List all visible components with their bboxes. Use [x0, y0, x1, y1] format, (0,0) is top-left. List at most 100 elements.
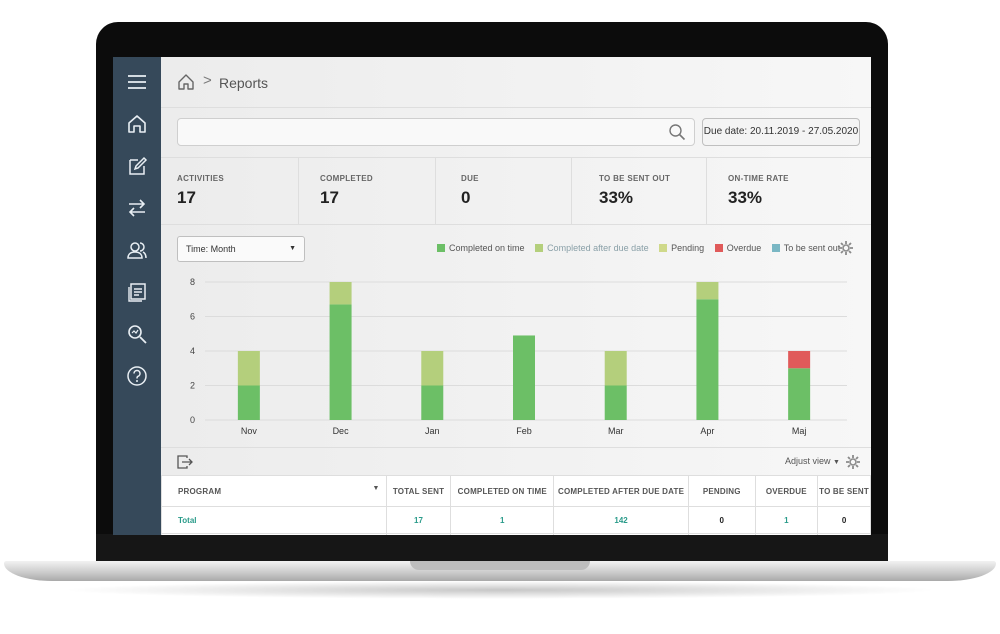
- laptop-base: [4, 561, 996, 581]
- column-header-program[interactable]: PROGRAM ▼: [161, 475, 387, 507]
- table-header-row: PROGRAM ▼ TOTAL SENT COMPLETED ON TIME CO…: [161, 475, 871, 507]
- cell-empty: [754, 533, 819, 535]
- chevron-down-icon: ▼: [833, 459, 840, 466]
- legend-swatch: [535, 244, 544, 252]
- x-tick-label: Mar: [608, 426, 624, 436]
- bar-segment: [237, 385, 260, 420]
- legend-item[interactable]: To be sent out: [771, 243, 841, 253]
- column-header-completed-on-time[interactable]: COMPLETED ON TIME: [450, 475, 555, 507]
- column-header-total-sent[interactable]: TOTAL SENT: [385, 475, 452, 507]
- bar-segment: [696, 299, 719, 420]
- column-header-overdue[interactable]: OVERDUE: [754, 475, 819, 507]
- users-icon[interactable]: [125, 239, 149, 263]
- x-tick-label: Apr: [700, 426, 714, 436]
- sort-caret-icon[interactable]: ▼: [372, 485, 380, 492]
- kpi-label: COMPLETED: [320, 174, 373, 183]
- kpi-value: 17: [177, 188, 196, 207]
- cell-empty: [450, 533, 555, 535]
- bar-segment: [421, 385, 444, 420]
- kpi-value: 17: [320, 188, 339, 207]
- legend-label: Completed on time: [449, 243, 525, 253]
- time-select[interactable]: Time: Month ▼: [177, 236, 305, 262]
- column-header-label: PROGRAM: [178, 486, 222, 496]
- legend-item[interactable]: Overdue: [714, 243, 762, 253]
- kpi-activities: ACTIVITIES 17: [161, 158, 299, 224]
- cell-after-due[interactable]: 142: [553, 506, 690, 534]
- table-settings-gear-icon[interactable]: [845, 454, 861, 470]
- bar-segment: [513, 335, 535, 420]
- kpi-completed: COMPLETED 17: [298, 158, 436, 224]
- bar-segment: [788, 368, 811, 420]
- kpi-due: DUE 0: [435, 158, 572, 224]
- breadcrumb: > Reports: [161, 57, 871, 108]
- legend-swatch: [771, 244, 780, 252]
- legend-item[interactable]: Completed on time: [437, 243, 525, 253]
- sidebar: [113, 57, 161, 535]
- cell-on-time[interactable]: 1: [450, 506, 555, 534]
- edit-icon[interactable]: [125, 155, 149, 179]
- cell-program: [161, 533, 387, 535]
- bar-segment: [604, 351, 627, 386]
- laptop-notch: [410, 561, 590, 570]
- reports-icon[interactable]: [125, 281, 149, 305]
- y-tick-label: 0: [190, 415, 195, 425]
- home-icon[interactable]: [125, 113, 149, 137]
- export-icon[interactable]: [177, 455, 193, 469]
- column-header-pending[interactable]: PENDING: [688, 475, 756, 507]
- search-input[interactable]: [177, 118, 695, 146]
- adjust-view-dropdown[interactable]: Adjust view ▼: [785, 456, 840, 466]
- search-analytics-icon[interactable]: [125, 323, 149, 347]
- kpi-value: 33%: [599, 188, 634, 207]
- laptop-shadow: [60, 581, 940, 599]
- kpi-value: 33%: [728, 188, 763, 207]
- transfer-icon[interactable]: [125, 197, 149, 221]
- table-toolbar: Adjust view ▼: [161, 447, 871, 476]
- legend-label: Pending: [671, 243, 705, 253]
- cell-empty: [385, 533, 452, 535]
- breadcrumb-home-icon[interactable]: [177, 73, 195, 91]
- menu-icon[interactable]: [125, 71, 149, 95]
- activity-bar-chart: 0 2 4 6 8 Nov Dec Jan Feb Mar Apr Maj: [190, 277, 847, 436]
- bar-segment: [604, 385, 627, 420]
- time-select-value: Time: Month: [186, 244, 236, 254]
- y-tick-label: 6: [190, 312, 195, 322]
- adjust-view-label: Adjust view: [785, 456, 831, 466]
- legend-label: To be sent out: [783, 243, 841, 253]
- y-tick-label: 4: [190, 346, 195, 356]
- cell-empty: [817, 533, 871, 535]
- column-header-completed-after-due[interactable]: COMPLETED AFTER DUE DATE: [553, 475, 690, 507]
- search-icon[interactable]: [668, 123, 686, 141]
- x-tick-label: Nov: [241, 426, 258, 436]
- legend-swatch: [437, 244, 445, 252]
- legend-swatch: [714, 244, 723, 252]
- legend-label: Completed after due date: [547, 243, 649, 253]
- cell-overdue[interactable]: 1: [754, 506, 819, 534]
- cell-pending: 0: [688, 506, 756, 534]
- kpi-to-be-sent-out: TO BE SENT OUT 33%: [571, 158, 707, 224]
- kpi-on-time-rate: ON-TIME RATE 33%: [706, 158, 871, 224]
- cell-total-sent[interactable]: 17: [385, 506, 452, 534]
- bar-segment: [696, 282, 719, 300]
- page-title: Reports: [219, 75, 269, 91]
- cell-program[interactable]: Total: [161, 506, 387, 534]
- kpi-value: 0: [461, 188, 471, 207]
- bar-segment: [788, 351, 811, 369]
- bar-segment: [237, 351, 260, 386]
- kpi-row: ACTIVITIES 17 COMPLETED 17 DUE 0 TO BE S…: [161, 157, 871, 225]
- help-icon[interactable]: [125, 365, 149, 389]
- bar-segment: [329, 282, 352, 305]
- kpi-label: DUE: [461, 174, 479, 183]
- legend-swatch: [659, 244, 668, 252]
- x-tick-label: Maj: [792, 426, 807, 436]
- column-header-to-be-sent[interactable]: TO BE SENT: [817, 475, 871, 507]
- due-date-filter[interactable]: Due date: 20.11.2019 - 27.05.2020: [702, 118, 860, 146]
- legend-item[interactable]: Pending: [659, 243, 704, 253]
- table-row[interactable]: Total 17 1 142 0 1 0: [161, 506, 871, 534]
- bar-segment: [329, 304, 352, 420]
- chart-settings-gear-icon[interactable]: [838, 240, 854, 256]
- legend-item[interactable]: Completed after due date: [535, 243, 649, 253]
- cell-to-be-sent: 0: [817, 506, 871, 534]
- legend-label: Overdue: [726, 243, 762, 253]
- cell-empty: [688, 533, 756, 535]
- kpi-label: ON-TIME RATE: [728, 174, 789, 183]
